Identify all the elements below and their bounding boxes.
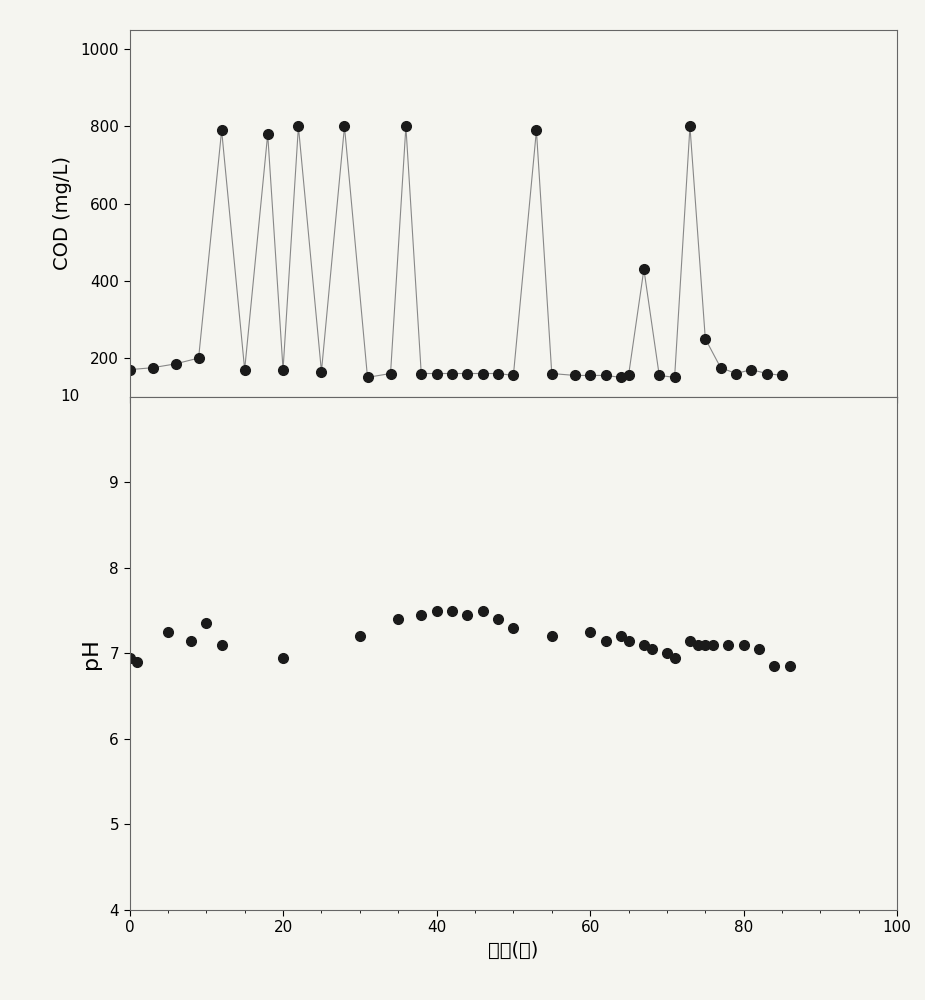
Y-axis label: COD (mg/L): COD (mg/L) xyxy=(54,156,72,270)
Y-axis label: pH: pH xyxy=(81,638,101,669)
Text: 10: 10 xyxy=(60,389,80,404)
X-axis label: 时间(天): 时间(天) xyxy=(488,941,538,960)
